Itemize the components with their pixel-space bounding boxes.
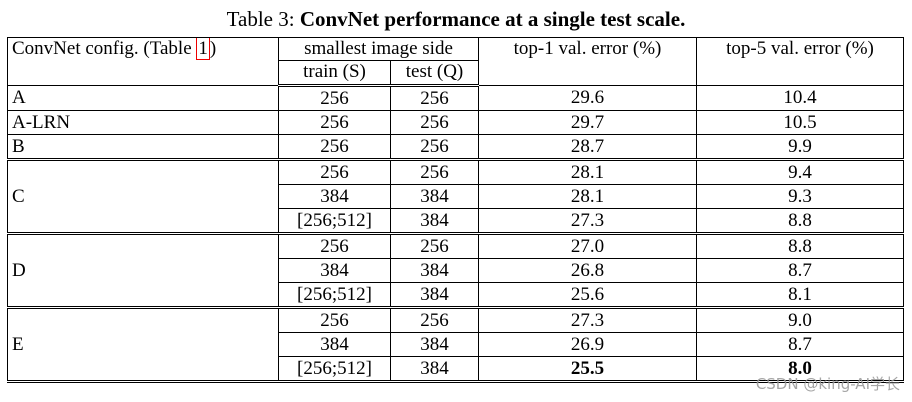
header-text: ConvNet config. (Table — [12, 38, 197, 60]
data-cell: 256 — [278, 232, 391, 259]
config-cell: E — [7, 306, 279, 383]
header-test: test (Q) — [390, 60, 479, 87]
data-cell: 384 — [390, 282, 479, 308]
header-image-side: smallest image side — [278, 37, 479, 61]
data-cell: 27.3 — [478, 208, 697, 234]
data-cell: 256 — [390, 134, 479, 160]
data-cell: 8.1 — [696, 282, 904, 308]
data-cell: 8.8 — [696, 232, 904, 259]
table-row: E 256 256 27.3 9.0 — [7, 306, 904, 383]
table-row: 384 384 26.8 8.7 — [8, 258, 904, 283]
header-top5: top-5 val. error (%) — [696, 37, 904, 86]
data-cell: 256 — [390, 158, 479, 185]
table-row: 384 384 26.9 8.7 — [8, 332, 904, 357]
data-cell: 256 — [278, 110, 391, 135]
table-row: [256;512] 384 27.3 8.8 — [8, 208, 904, 234]
table-row: [256;512] 384 25.6 8.1 — [8, 282, 904, 308]
data-cell: 9.0 — [696, 306, 904, 333]
config-cell: A-LRN — [7, 110, 279, 135]
data-cell: 384 — [278, 184, 391, 209]
header-text: ) — [209, 38, 217, 60]
data-cell: 8.7 — [696, 258, 904, 283]
config-cell: B — [7, 134, 279, 160]
data-cell: 9.9 — [696, 134, 904, 160]
data-cell: 28.1 — [478, 158, 697, 185]
data-cell: 8.8 — [696, 208, 904, 234]
header-top1: top-1 val. error (%) — [478, 37, 697, 86]
data-cell: 8.7 — [696, 332, 904, 357]
data-cell: 384 — [278, 332, 391, 357]
results-table: ConvNet config. (Table 1) smallest image… — [7, 37, 904, 383]
data-cell: 256 — [278, 306, 391, 333]
data-cell: 10.4 — [696, 85, 904, 111]
caption-title: ConvNet performance at a single test sca… — [299, 7, 686, 31]
table-row: 384 384 28.1 9.3 — [8, 184, 904, 209]
header-train: train (S) — [278, 60, 391, 87]
data-cell: 25.5 — [478, 356, 697, 383]
data-cell: 10.5 — [696, 110, 904, 135]
table-row: [256;512] 384 25.5 8.0 — [8, 356, 904, 383]
data-cell: 9.4 — [696, 158, 904, 185]
table-row: A-LRN 256 256 29.7 10.5 — [7, 110, 904, 135]
data-cell: 256 — [390, 110, 479, 135]
data-cell: 256 — [278, 158, 391, 185]
data-cell: 29.7 — [478, 110, 697, 135]
config-cell: A — [7, 85, 279, 111]
data-cell: 384 — [390, 356, 479, 383]
data-cell: [256;512] — [278, 282, 391, 308]
data-cell: 8.0 — [696, 356, 904, 383]
table-caption: Table 3: ConvNet performance at a single… — [0, 6, 912, 32]
data-cell: 25.6 — [478, 282, 697, 308]
data-cell: 384 — [390, 332, 479, 357]
data-cell: 29.6 — [478, 85, 697, 111]
watermark: CSDN @king-AI学长 — [755, 375, 900, 393]
data-cell: 27.3 — [478, 306, 697, 333]
data-cell: 384 — [390, 258, 479, 283]
data-cell: 27.0 — [478, 232, 697, 259]
config-cell: C — [7, 158, 279, 234]
table-row: D 256 256 27.0 8.8 — [7, 232, 904, 308]
header-config: ConvNet config. (Table 1) — [7, 37, 279, 86]
table-row: B 256 256 28.7 9.9 — [7, 134, 904, 160]
data-cell: 28.1 — [478, 184, 697, 209]
table-body: A 256 256 29.6 10.4 A-LRN 256 256 29.7 10.5 B 256 25… — [7, 85, 904, 383]
table-reference-link[interactable]: 1 — [196, 38, 210, 60]
data-cell: [256;512] — [278, 208, 391, 234]
data-cell: 9.3 — [696, 184, 904, 209]
table-row: A 256 256 29.6 10.4 — [7, 85, 904, 111]
data-cell: [256;512] — [278, 356, 391, 383]
data-cell: 256 — [390, 85, 479, 111]
table-row: C 256 256 28.1 9.4 — [7, 158, 904, 234]
data-cell: 256 — [390, 306, 479, 333]
caption-label: Table 3: — [226, 7, 295, 31]
data-cell: 384 — [278, 258, 391, 283]
data-cell: 256 — [278, 134, 391, 160]
data-cell: 26.8 — [478, 258, 697, 283]
config-cell: D — [7, 232, 279, 308]
data-cell: 384 — [390, 208, 479, 234]
data-cell: 256 — [278, 85, 391, 111]
data-cell: 256 — [390, 232, 479, 259]
data-cell: 28.7 — [478, 134, 697, 160]
data-cell: 26.9 — [478, 332, 697, 357]
data-cell: 384 — [390, 184, 479, 209]
